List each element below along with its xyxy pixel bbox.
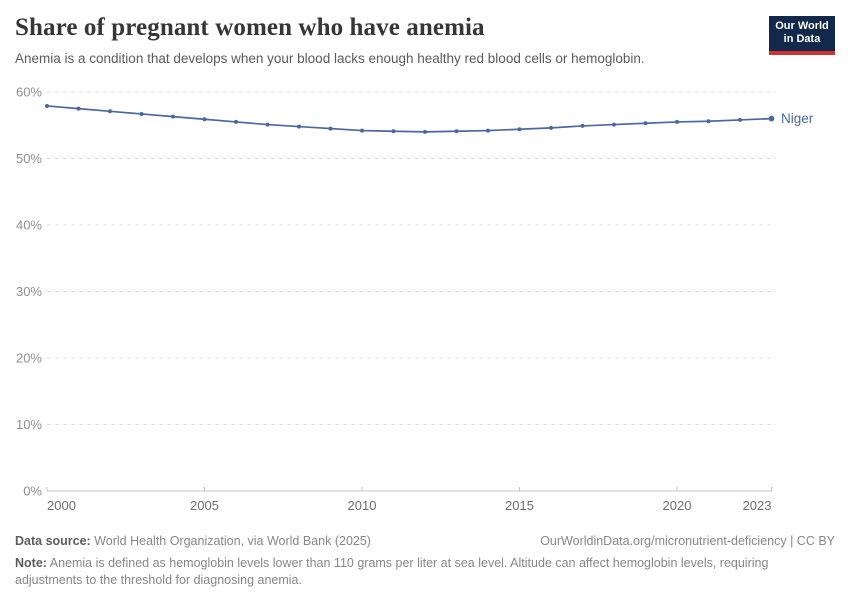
note-label: Note: <box>15 556 47 571</box>
chart-footer: Data source: World Health Organization, … <box>15 533 835 588</box>
owid-logo-line1: Our World <box>775 20 829 32</box>
data-point-2007[interactable] <box>265 122 270 127</box>
data-source-label: Data source: <box>15 534 91 548</box>
data-point-2022[interactable] <box>738 117 742 122</box>
y-axis-tick-label: 0% <box>23 484 42 499</box>
y-axis-tick-label: 10% <box>16 417 42 432</box>
y-axis-tick-label: 60% <box>16 85 42 100</box>
data-source-text: World Health Organization, via World Ban… <box>90 534 371 548</box>
data-point-2014[interactable] <box>486 128 490 133</box>
data-point-2017[interactable] <box>580 123 585 128</box>
page-title: Share of pregnant women who have anemia <box>15 14 485 41</box>
data-point-2000[interactable] <box>45 103 49 108</box>
x-axis-tick-label: 2023 <box>743 498 772 513</box>
data-point-2004[interactable] <box>171 114 175 119</box>
series-line-niger[interactable] <box>45 103 775 134</box>
line-chart-canvas: 0% 10% 20% 30% 40% 50% 60% 2000 2005 2010 2015 2020… <box>16 85 814 514</box>
data-point-2003[interactable] <box>139 111 144 116</box>
data-source-line: Data source: World Health Organization, … <box>15 533 371 549</box>
y-axis-tick-label: 40% <box>16 218 42 233</box>
owid-logo-line2: in Data <box>783 33 821 45</box>
note-text: Anemia is defined as hemoglobin levels l… <box>15 556 769 587</box>
data-point-2001[interactable] <box>76 106 81 111</box>
series-label-niger[interactable]: Niger <box>781 111 814 126</box>
x-axis-tick-label: 2005 <box>190 498 219 513</box>
y-axis-tick-label: 20% <box>16 351 42 366</box>
data-point-2023[interactable] <box>768 115 775 122</box>
chart-header: Share of pregnant women who have anemia … <box>15 14 760 66</box>
data-point-2013[interactable] <box>454 129 459 134</box>
data-point-2008[interactable] <box>297 124 301 129</box>
owid-logo[interactable]: Our World in Data <box>769 16 835 55</box>
chart-note: Note: Anemia is defined as hemoglobin le… <box>15 555 830 588</box>
data-point-2021[interactable] <box>706 119 711 124</box>
data-point-2009[interactable] <box>328 126 333 131</box>
data-point-2010[interactable] <box>360 128 364 133</box>
data-point-2011[interactable] <box>391 129 396 134</box>
data-point-2006[interactable] <box>234 119 238 124</box>
y-axis-tick-label: 30% <box>16 284 42 299</box>
data-point-2018[interactable] <box>612 122 616 127</box>
data-point-2002[interactable] <box>108 109 112 114</box>
y-axis-tick-label: 50% <box>16 151 42 166</box>
data-point-2012[interactable] <box>423 129 427 134</box>
data-point-2016[interactable] <box>549 125 553 130</box>
data-point-2019[interactable] <box>643 121 648 126</box>
data-point-2020[interactable] <box>675 119 679 124</box>
x-axis-tick-label: 2020 <box>663 498 692 513</box>
data-point-2005[interactable] <box>202 117 207 122</box>
x-axis-tick-label: 2000 <box>47 498 76 513</box>
x-axis-tick-label: 2015 <box>505 498 534 513</box>
chart-subtitle: Anemia is a condition that develops when… <box>15 51 645 66</box>
owid-attribution-link[interactable]: OurWorldinData.org/micronutrient-deficie… <box>540 534 835 548</box>
data-point-2015[interactable] <box>517 127 522 132</box>
x-axis-tick-label: 2010 <box>348 498 377 513</box>
